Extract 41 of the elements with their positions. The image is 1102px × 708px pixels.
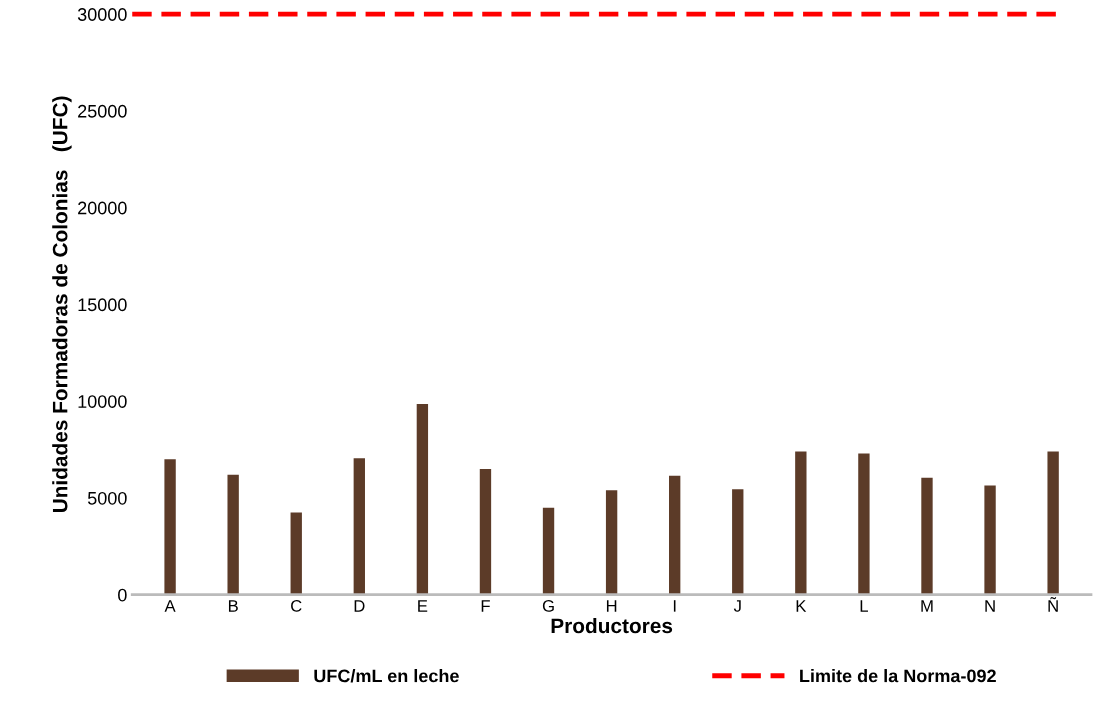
y-axis-title: Unidades Formadoras de Colonias (UFC): [52, 96, 72, 513]
bar: [542, 507, 555, 595]
legend-label: Limite de la Norma-092: [800, 669, 996, 683]
x-tick-label: N: [985, 600, 995, 612]
bar: [795, 451, 807, 595]
x-tick-label: J: [733, 600, 741, 612]
x-tick-label: L: [860, 600, 868, 612]
bar: [1047, 451, 1059, 595]
x-tick-label: A: [164, 600, 176, 612]
x-tick-label: I: [673, 600, 676, 612]
x-tick-label: Ñ: [1048, 597, 1058, 612]
x-tick-label: K: [796, 600, 807, 612]
bar: [605, 490, 618, 595]
x-tick-label: E: [418, 600, 428, 612]
bar: [416, 404, 429, 595]
bar: [921, 477, 933, 595]
y-tick-label: 25000: [78, 104, 127, 118]
bar: [858, 453, 870, 595]
x-tick-label: H: [606, 600, 617, 612]
bar: [227, 474, 239, 595]
x-axis-title: Productores: [551, 617, 673, 634]
y-tick-label: 15000: [78, 298, 127, 312]
bar: [479, 468, 492, 595]
x-tick-label: B: [228, 600, 238, 612]
legend-label: UFC/mL en leche: [314, 669, 459, 683]
y-tick-label: 5000: [87, 491, 127, 505]
x-tick-label: G: [542, 600, 554, 612]
y-tick-label: 10000: [78, 395, 127, 408]
y-tick-label: 30000: [77, 8, 127, 21]
bar: [290, 512, 302, 595]
bar: [984, 485, 996, 595]
x-tick-label: C: [291, 600, 302, 612]
y-tick-label: 0: [118, 588, 127, 602]
bar: [353, 458, 365, 595]
bar: [732, 489, 744, 595]
x-tick-label: F: [481, 600, 490, 612]
x-tick-label: D: [354, 600, 365, 612]
y-tick-label: 20000: [78, 201, 127, 215]
x-tick-label: M: [921, 600, 933, 612]
bar: [164, 459, 176, 595]
bar: [669, 475, 681, 595]
